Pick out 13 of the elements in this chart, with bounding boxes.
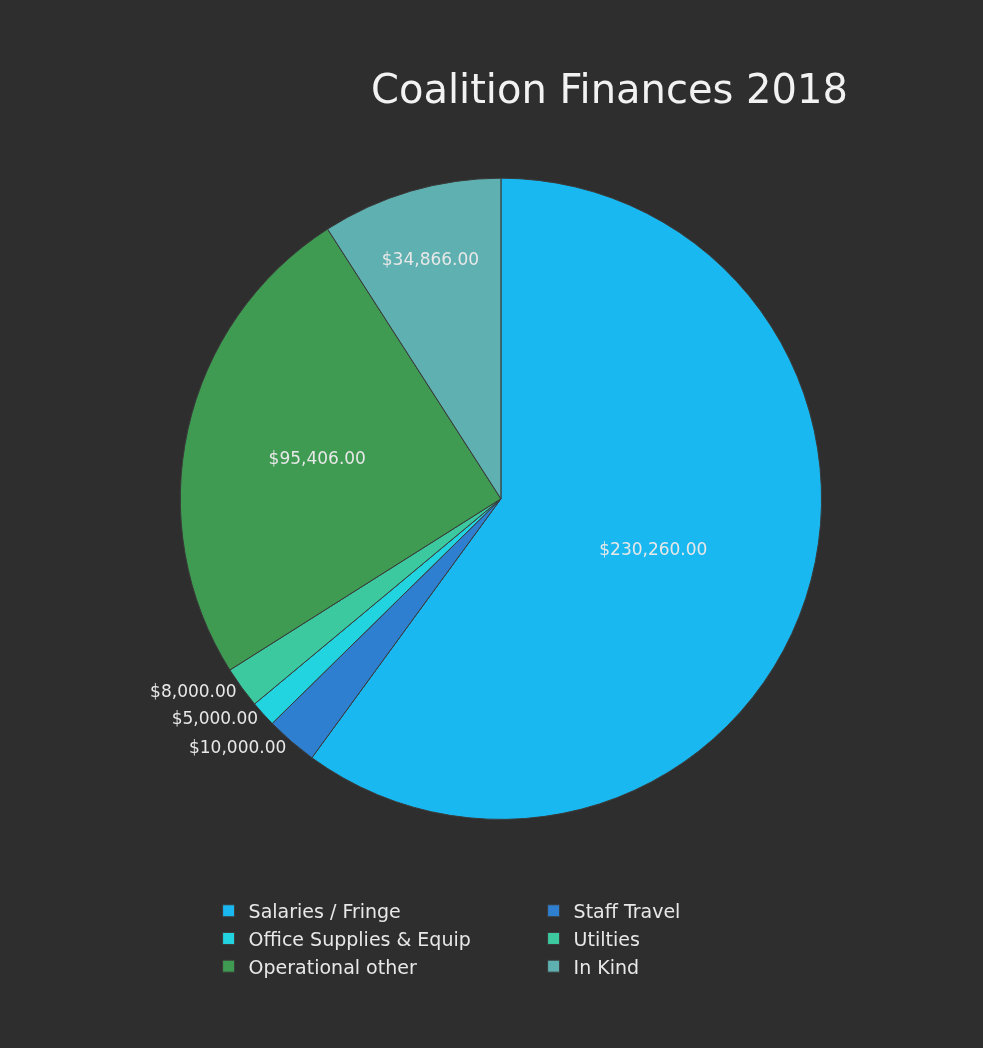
data-label: $5,000.00	[171, 708, 259, 729]
data-label: $34,866.00	[381, 248, 480, 269]
data-label: $230,260.00	[599, 538, 708, 559]
legend-label: Operational other	[248, 955, 417, 978]
legend-label: Salaries / Fringe	[248, 900, 401, 923]
data-label: $95,406.00	[268, 448, 366, 469]
data-label: $10,000.00	[188, 737, 287, 758]
legend-label: Utilties	[573, 927, 640, 950]
legend-label: Office Supplies & Equip	[248, 927, 471, 950]
data-label: $8,000.00	[150, 680, 237, 701]
legend-label: Staff Travel	[573, 900, 681, 923]
chart-title: Coalition Finances 2018	[371, 66, 848, 113]
legend-label: In Kind	[573, 955, 640, 978]
